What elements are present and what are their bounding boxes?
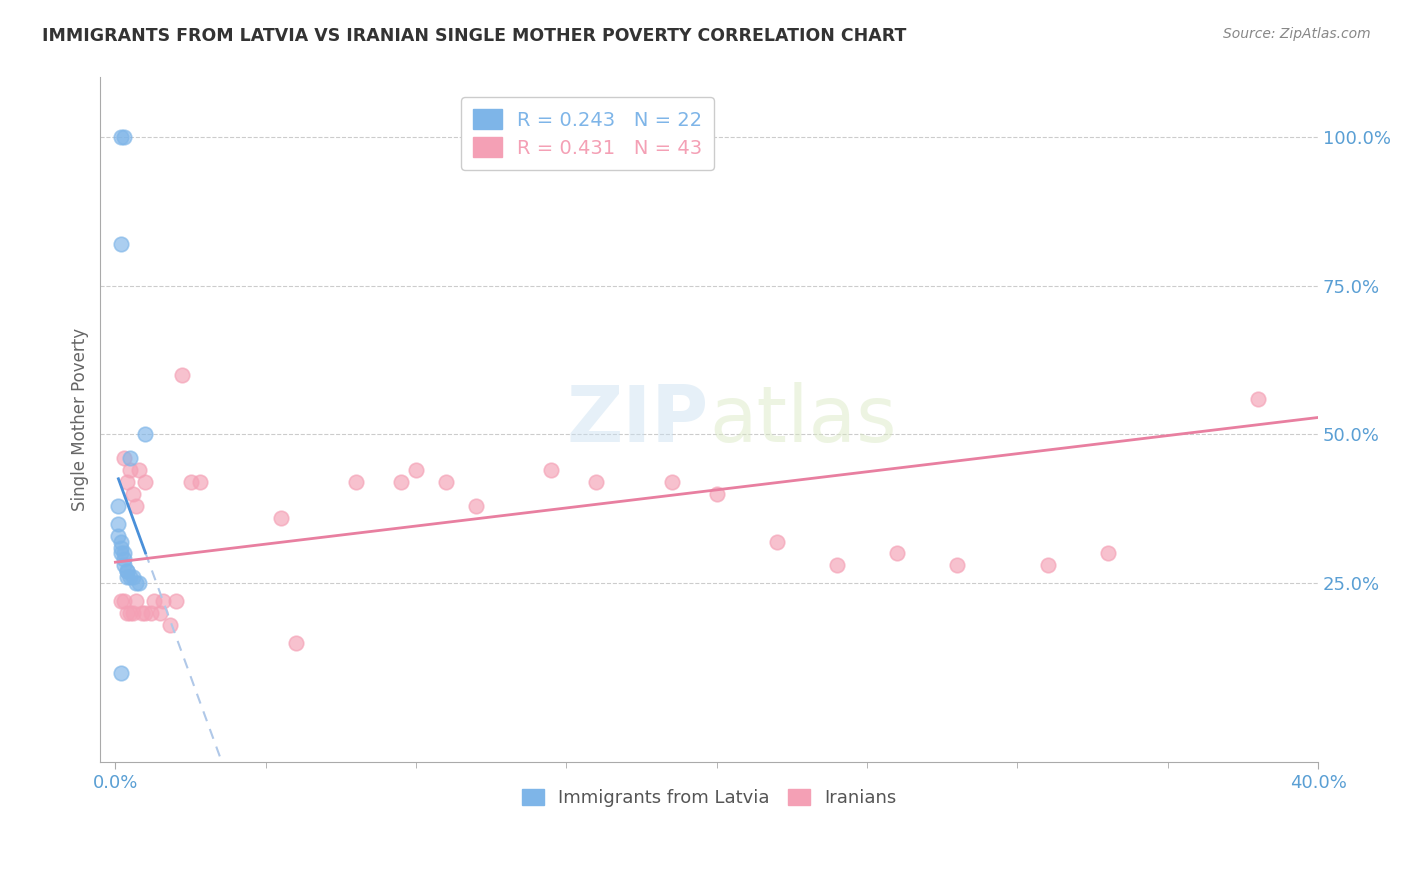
Point: [165, 594, 187, 608]
Point: [117, 475, 139, 489]
Point: [766, 534, 789, 549]
Point: [110, 237, 132, 252]
Point: [134, 427, 156, 442]
Point: [405, 463, 427, 477]
Point: [141, 606, 163, 620]
Text: ZIP: ZIP: [567, 382, 709, 458]
Point: [112, 558, 135, 573]
Point: [188, 475, 211, 489]
Point: [125, 499, 148, 513]
Point: [120, 451, 142, 466]
Point: [1036, 558, 1059, 573]
Point: [110, 665, 132, 680]
Point: [122, 487, 145, 501]
Point: [112, 451, 135, 466]
Point: [120, 606, 142, 620]
Point: [825, 558, 848, 573]
Y-axis label: Single Mother Poverty: Single Mother Poverty: [72, 328, 89, 511]
Point: [117, 570, 139, 584]
Point: [125, 594, 148, 608]
Point: [112, 552, 135, 566]
Point: [110, 130, 132, 145]
Point: [344, 475, 367, 489]
Point: [661, 475, 683, 489]
Point: [134, 606, 156, 620]
Point: [540, 463, 562, 477]
Point: [159, 618, 181, 632]
Point: [143, 594, 166, 608]
Point: [110, 594, 132, 608]
Point: [112, 594, 135, 608]
Text: atlas: atlas: [709, 382, 897, 458]
Point: [117, 565, 139, 579]
Point: [112, 547, 135, 561]
Point: [465, 499, 488, 513]
Point: [585, 475, 607, 489]
Point: [117, 565, 139, 579]
Point: [107, 499, 129, 513]
Point: [131, 606, 153, 620]
Point: [706, 487, 728, 501]
Point: [149, 606, 172, 620]
Point: [180, 475, 202, 489]
Point: [270, 510, 292, 524]
Point: [389, 475, 412, 489]
Point: [1247, 392, 1270, 406]
Point: [110, 541, 132, 555]
Point: [122, 570, 145, 584]
Point: [886, 547, 908, 561]
Point: [946, 558, 969, 573]
Point: [107, 528, 129, 542]
Point: [122, 606, 145, 620]
Point: [120, 463, 142, 477]
Point: [112, 130, 135, 145]
Legend: Immigrants from Latvia, Iranians: Immigrants from Latvia, Iranians: [515, 781, 904, 814]
Text: Source: ZipAtlas.com: Source: ZipAtlas.com: [1223, 27, 1371, 41]
Point: [110, 547, 132, 561]
Point: [110, 534, 132, 549]
Point: [1097, 547, 1119, 561]
Point: [134, 475, 156, 489]
Point: [120, 570, 142, 584]
Point: [125, 576, 148, 591]
Point: [107, 516, 129, 531]
Point: [128, 576, 150, 591]
Point: [284, 636, 307, 650]
Point: [170, 368, 193, 382]
Point: [434, 475, 457, 489]
Point: [117, 606, 139, 620]
Point: [152, 594, 174, 608]
Point: [128, 463, 150, 477]
Text: IMMIGRANTS FROM LATVIA VS IRANIAN SINGLE MOTHER POVERTY CORRELATION CHART: IMMIGRANTS FROM LATVIA VS IRANIAN SINGLE…: [42, 27, 907, 45]
